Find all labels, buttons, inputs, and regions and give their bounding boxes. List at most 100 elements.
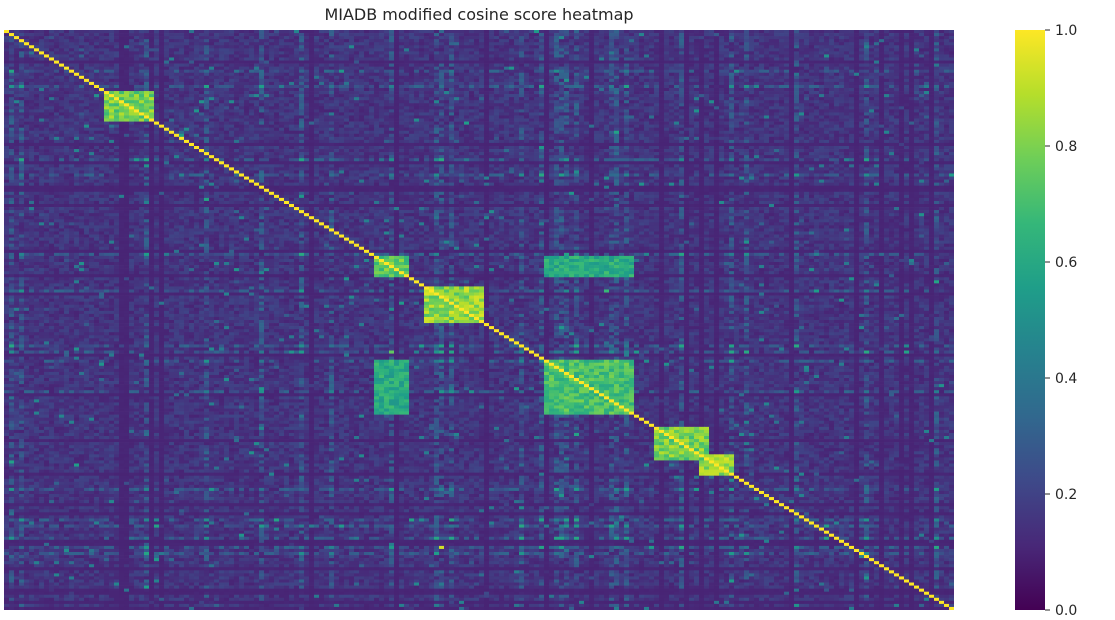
heatmap-cell: [949, 51, 954, 55]
heatmap-cell: [44, 42, 50, 46]
heatmap-cell: [504, 48, 510, 52]
heatmap-cell: [469, 60, 475, 64]
heatmap-cell: [814, 33, 820, 37]
heatmap-cell: [759, 81, 765, 86]
heatmap-cell: [519, 33, 525, 37]
heatmap-cell: [484, 30, 490, 34]
heatmap-cell: [769, 57, 775, 61]
heatmap-cell: [924, 91, 930, 95]
heatmap-cell: [459, 100, 465, 104]
heatmap-cell: [284, 94, 290, 98]
heatmap-cell: [724, 72, 730, 77]
heatmap-cell: [299, 91, 305, 95]
heatmap-cell: [624, 106, 630, 110]
heatmap-cell: [179, 91, 185, 95]
heatmap-cell: [744, 33, 750, 37]
heatmap-cell: [544, 42, 550, 46]
heatmap-cell: [724, 30, 730, 34]
heatmap-cell: [629, 54, 635, 58]
heatmap-cell: [214, 45, 220, 49]
heatmap-cell: [704, 69, 710, 74]
heatmap-cell: [514, 81, 520, 86]
heatmap-cell: [684, 103, 690, 107]
heatmap-cell: [424, 54, 430, 58]
heatmap-cell: [504, 88, 510, 92]
heatmap-cell: [669, 45, 675, 49]
heatmap-cell: [509, 57, 515, 61]
heatmap-cell: [444, 72, 450, 77]
heatmap-cell: [599, 75, 605, 80]
heatmap-cell: [54, 75, 60, 80]
heatmap-cell: [44, 72, 50, 77]
heatmap-cell: [579, 72, 585, 77]
heatmap-cell: [209, 78, 215, 83]
heatmap-cell: [249, 66, 255, 71]
heatmap-cell: [89, 103, 95, 107]
heatmap-cell: [289, 78, 295, 83]
heatmap-cell: [664, 69, 670, 74]
heatmap-cell: [894, 84, 900, 89]
heatmap-cell: [659, 54, 665, 58]
heatmap-cell: [69, 75, 75, 80]
heatmap-cell: [29, 30, 35, 34]
heatmap-cell: [164, 91, 170, 95]
heatmap-cell: [344, 84, 350, 89]
heatmap-cell: [39, 54, 45, 58]
heatmap-cell: [639, 33, 645, 37]
heatmap-cell: [844, 88, 850, 92]
heatmap-cell: [149, 78, 155, 83]
heatmap-cell: [549, 45, 555, 49]
heatmap-cell: [704, 103, 710, 107]
heatmap-cell: [824, 30, 830, 34]
heatmap-cell: [594, 103, 600, 107]
heatmap-cell: [594, 66, 600, 71]
heatmap-cell: [729, 69, 735, 74]
heatmap-cell: [159, 78, 165, 83]
heatmap-cell: [139, 84, 145, 89]
heatmap-cell: [754, 66, 760, 71]
heatmap-cell: [949, 69, 954, 74]
heatmap-cell: [529, 39, 535, 43]
heatmap-cell: [369, 66, 375, 71]
heatmap-cell: [294, 88, 300, 92]
heatmap-cell: [454, 42, 460, 46]
heatmap-cell: [939, 48, 945, 52]
heatmap-cell: [499, 75, 505, 80]
heatmap-cell: [594, 30, 600, 34]
heatmap-cell: [309, 45, 315, 49]
heatmap-cell: [279, 72, 285, 77]
heatmap-cell: [874, 33, 880, 37]
heatmap-cell: [264, 54, 270, 58]
heatmap-cell: [539, 42, 545, 46]
heatmap-cell: [394, 66, 400, 71]
heatmap-cell: [464, 42, 470, 46]
heatmap-cell: [9, 66, 15, 71]
heatmap-cell: [414, 42, 420, 46]
heatmap-cell: [564, 91, 570, 95]
heatmap-cell: [684, 54, 690, 58]
heatmap-cell: [484, 75, 490, 80]
heatmap-cell: [34, 51, 40, 55]
heatmap-cell: [24, 97, 30, 101]
heatmap-cell: [579, 48, 585, 52]
heatmap-cell: [599, 54, 605, 58]
heatmap-cell: [284, 48, 290, 52]
heatmap-cell: [939, 60, 945, 64]
heatmap-cell: [109, 72, 115, 77]
heatmap-cell: [809, 57, 815, 61]
heatmap-cell: [529, 97, 535, 101]
heatmap-cell: [749, 94, 755, 98]
heatmap-cell: [469, 30, 475, 34]
heatmap-cell: [774, 75, 780, 80]
heatmap-cell: [934, 88, 940, 92]
heatmap-cell: [454, 100, 460, 104]
heatmap-cell: [194, 48, 200, 52]
heatmap-cell: [404, 51, 410, 55]
heatmap-cell: [414, 84, 420, 89]
heatmap-cell: [539, 84, 545, 89]
heatmap-cell: [254, 91, 260, 95]
heatmap-cell: [429, 48, 435, 52]
heatmap-cell: [739, 103, 745, 107]
heatmap-cell: [499, 51, 505, 55]
heatmap-cell: [664, 36, 670, 40]
